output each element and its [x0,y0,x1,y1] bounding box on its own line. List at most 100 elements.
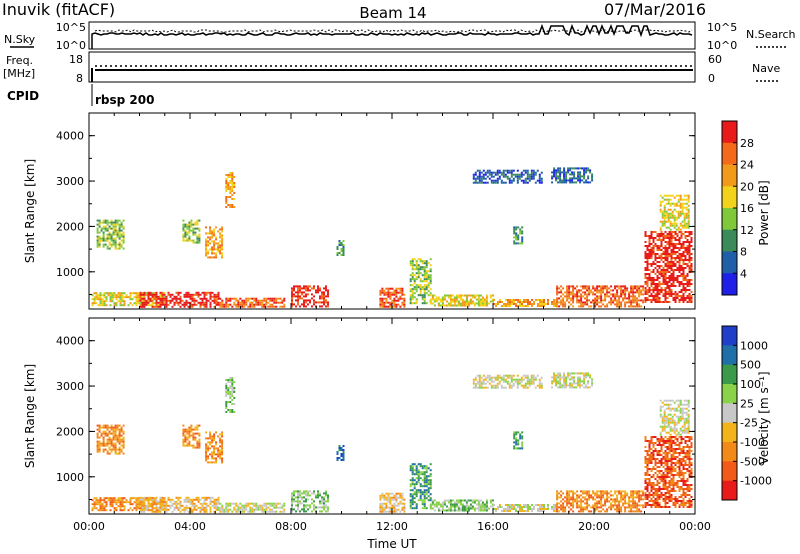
scatter-cell [153,502,156,505]
scatter-cell [500,179,503,182]
scatter-cell [175,500,178,503]
scatter-cell [297,492,299,495]
scatter-cell [98,231,101,234]
scatter-cell [129,499,132,502]
scatter-cell [660,474,663,476]
scatter-cell [98,442,101,445]
scatter-cell [187,301,190,304]
scatter-cell [115,503,118,506]
scatter-cell [305,510,307,513]
scatter-cell [143,297,146,300]
scatter-cell [664,263,667,265]
scatter-cell [511,303,513,305]
scatter-cell [580,500,583,503]
scatter-cell [642,498,645,501]
scatter-cell [688,301,691,303]
scatter-cell [203,295,206,298]
scatter-cell [229,303,232,306]
scatter-cell [417,477,420,480]
scatter-cell [551,181,554,184]
scatter-cell [596,492,599,495]
scatter-cell [199,305,202,308]
scatter-cell [664,496,667,498]
scatter-cell [413,473,416,476]
scatter-cell [291,508,293,511]
scatter-cell [636,285,639,288]
scatter-cell [524,179,527,182]
scatter-cell [183,508,186,511]
scatter-cell [114,243,117,246]
scatter-cell [660,436,663,438]
scatter-cell [681,210,684,213]
scatter-cell [624,291,627,294]
scatter-cell [93,505,96,508]
scatter-cell [145,497,148,500]
scatter-cell [582,490,585,493]
scatter-cell [413,487,416,490]
scatter-cell [584,293,587,296]
scatter-cell [670,494,673,496]
scatter-cell [113,507,116,510]
scatter-cell [556,303,559,306]
scatter-cell [221,226,224,229]
scatter-cell [135,503,138,506]
scatter-cell [632,504,635,507]
scatter-cell [588,498,591,501]
scatter-cell [421,493,424,496]
scatter-cell [415,493,418,496]
scatter-cell [459,298,462,301]
scatter-cell [147,293,150,296]
scatter-cell [658,249,661,251]
scatter-cell [205,502,208,505]
scatter-cell [319,297,321,300]
scatter-cell [650,454,653,456]
scatter-cell [681,202,684,205]
scatter-cell [379,510,382,513]
scatter-cell [153,305,156,308]
scatter-cell [233,303,236,306]
scatter-cell [677,210,680,213]
scatter-cell [159,506,162,509]
scatter-cell [503,508,505,510]
scatter-cell [209,506,212,509]
scatter-cell [207,250,210,253]
scatter-cell [662,247,665,249]
scatter-cell [245,303,248,306]
scatter-cell [321,500,323,503]
scatter-cell [666,283,669,285]
scatter-cell [229,186,232,188]
scatter-cell [182,227,185,230]
scatter-cell [642,293,645,296]
scatter-cell [684,492,687,494]
scatter-cell [95,501,98,504]
scatter-cell [100,239,103,242]
scatter-cell [684,454,687,456]
scatter-cell [191,500,194,503]
scatter-cell [391,498,394,501]
scatter-cell [679,204,682,207]
scatter-cell [666,235,669,237]
colorbar-segment [722,186,737,209]
scatter-cell [311,510,313,513]
scatter-cell [237,305,240,308]
scatter-cell [457,499,460,502]
scatter-cell [415,272,418,275]
scatter-cell [618,506,621,509]
scatter-cell [594,287,597,290]
scatter-cell [338,242,341,244]
scatter-cell [415,473,418,476]
scatter-cell [646,277,649,279]
scatter-cell [517,301,519,303]
scatter-cell [205,232,208,235]
scatter-cell [153,500,156,503]
scatter-cell [187,500,190,503]
scatter-cell [116,243,119,246]
scatter-cell [686,265,689,267]
scatter-cell [680,253,683,255]
scatter-cell [113,497,116,500]
scatter-cell [179,506,182,509]
scatter-cell [680,494,683,496]
scatter-cell [668,265,671,267]
scatter-cell [119,499,122,502]
scatter-cell [671,216,674,219]
